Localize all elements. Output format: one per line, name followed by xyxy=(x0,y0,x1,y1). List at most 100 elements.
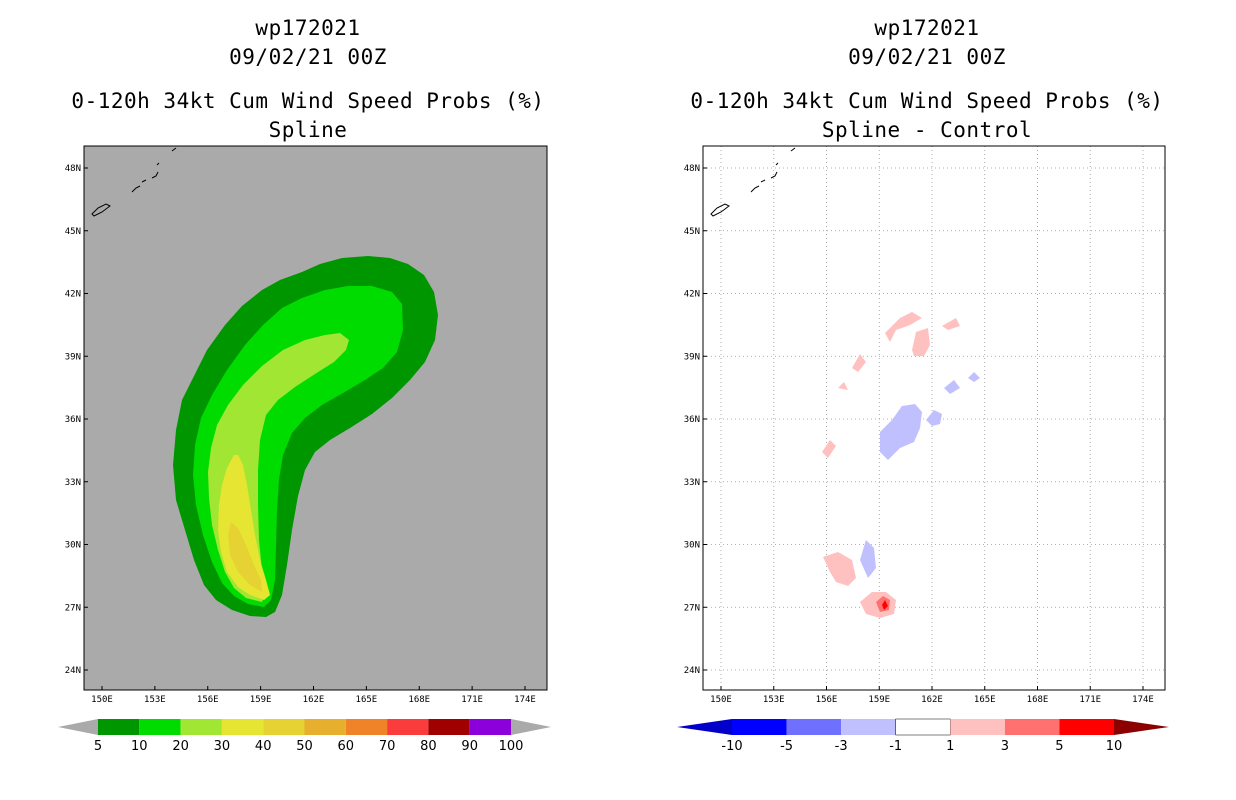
diff-positive-1-d xyxy=(852,354,866,372)
right-product: 0-120h 34kt Cum Wind Speed Probs (%) xyxy=(690,89,1164,113)
diff-negative-1-d xyxy=(968,372,980,382)
right-map-panel: 150E 153E 156E 159E 162E 165E 168E 171E 174E 24N 2… xyxy=(677,145,1169,754)
diff-positive-1-a xyxy=(885,312,922,342)
left-xtick-label-8: 174E xyxy=(514,695,536,705)
right-date: 09/02/21 00Z xyxy=(848,45,1006,69)
left-ytick-label-6: 42N xyxy=(65,290,81,300)
diff-positive-5 xyxy=(882,600,888,610)
right-colorbar-swatch-2 xyxy=(841,719,896,735)
right-colorbar-label-0: -10 xyxy=(721,739,742,754)
right-colorbar: -10 -5 -3 -1 1 3 5 10 xyxy=(677,718,1169,754)
left-xtick-label-3: 159E xyxy=(250,695,272,705)
diff-positive-1-b xyxy=(912,328,930,356)
right-ytick-label-0: 24N xyxy=(684,666,700,676)
left-chart-title: wp172021 09/02/21 00Z 0-120h 34kt Cum Wi… xyxy=(8,14,608,145)
left-map-panel: 150E 153E 156E 159E 162E 165E 168E 171E 174E 24N 2… xyxy=(58,145,551,754)
left-ytick-label-4: 36N xyxy=(65,415,81,425)
left-date: 09/02/21 00Z xyxy=(229,45,387,69)
left-xtick-label-7: 171E xyxy=(461,695,483,705)
left-colorbar-label-5: 50 xyxy=(296,739,313,754)
left-product: 0-120h 34kt Cum Wind Speed Probs (%) xyxy=(71,89,545,113)
left-colorbar-label-1: 10 xyxy=(131,739,148,754)
right-colorbar-label-5: 3 xyxy=(1001,739,1009,754)
right-subtitle: Spline - Control xyxy=(821,118,1033,142)
left-storm-id: wp172021 xyxy=(255,16,361,40)
left-plot-frame xyxy=(83,145,548,691)
right-colorbar-label-7: 10 xyxy=(1106,739,1123,754)
right-ytick-label-8: 48N xyxy=(684,164,700,174)
left-colorbar-swatch-8 xyxy=(428,719,470,735)
left-colorbar-low-arrow xyxy=(58,719,98,735)
right-colorbar-label-4: 1 xyxy=(946,739,954,754)
left-colorbar-label-2: 20 xyxy=(172,739,189,754)
right-colorbar-swatch-6 xyxy=(1059,719,1114,735)
left-colorbar-swatch-4 xyxy=(263,719,305,735)
right-xtick-label-1: 153E xyxy=(763,695,785,705)
left-ytick-label-5: 39N xyxy=(65,352,81,362)
right-colorbar-swatch-0 xyxy=(732,719,787,735)
right-xtick-label-0: 150E xyxy=(710,695,732,705)
right-ytick-label-7: 45N xyxy=(684,227,700,237)
right-ytick-label-1: 27N xyxy=(684,603,700,613)
right-chart-title: wp172021 09/02/21 00Z 0-120h 34kt Cum Wi… xyxy=(627,14,1227,145)
left-colorbar-swatch-9 xyxy=(469,719,511,735)
left-prob-contours xyxy=(173,256,438,617)
left-xtick-label-4: 162E xyxy=(303,695,325,705)
right-colorbar-swatch-4 xyxy=(950,719,1005,735)
diff-negative-1-b xyxy=(926,410,942,426)
left-colorbar-label-6: 60 xyxy=(338,739,355,754)
left-ytick-label-2: 30N xyxy=(65,541,81,551)
prob-contour-30 xyxy=(218,455,270,600)
left-colorbar-swatch-0 xyxy=(98,719,140,735)
left-ytick-label-3: 33N xyxy=(65,478,81,488)
diff-negative-1-c xyxy=(944,380,960,394)
right-colorbar-swatch-5 xyxy=(1004,719,1060,735)
right-ytick-label-6: 42N xyxy=(684,290,700,300)
left-axis-ticks: 150E 153E 156E 159E 162E 165E 168E 171E 174E 24N 2… xyxy=(65,164,536,705)
prob-contour-40 xyxy=(228,522,262,592)
right-xtick-label-4: 162E xyxy=(921,695,943,705)
left-coastlines xyxy=(91,147,177,217)
left-ytick-label-7: 45N xyxy=(65,227,81,237)
left-xtick-label-0: 150E xyxy=(91,695,113,705)
left-colorbar-swatch-6 xyxy=(345,719,388,735)
right-xtick-label-3: 159E xyxy=(868,695,890,705)
left-colorbar-swatch-5 xyxy=(304,719,346,735)
right-gridlines xyxy=(703,146,1165,690)
right-ytick-label-2: 30N xyxy=(684,541,700,551)
left-colorbar-label-4: 40 xyxy=(255,739,272,754)
left-colorbar-label-10: 100 xyxy=(499,739,524,754)
left-colorbar-label-3: 30 xyxy=(214,739,231,754)
right-colorbar-high-arrow xyxy=(1114,719,1169,735)
right-storm-id: wp172021 xyxy=(874,16,980,40)
right-ytick-label-5: 39N xyxy=(684,352,700,362)
left-xtick-label-1: 153E xyxy=(144,695,166,705)
right-xtick-label-6: 168E xyxy=(1027,695,1049,705)
diff-positive-1-c xyxy=(942,318,960,330)
left-xtick-label-6: 168E xyxy=(408,695,430,705)
right-diff-contours xyxy=(822,312,980,618)
right-colorbar-label-6: 5 xyxy=(1055,739,1063,754)
left-subtitle: Spline xyxy=(268,118,348,142)
left-colorbar-label-9: 90 xyxy=(461,739,478,754)
right-colorbar-label-1: -5 xyxy=(780,739,793,754)
left-colorbar: 5 10 20 30 40 50 60 70 80 90 100 xyxy=(58,719,551,754)
right-ytick-label-3: 33N xyxy=(684,478,700,488)
left-colorbar-label-7: 70 xyxy=(379,739,396,754)
left-xtick-label-5: 165E xyxy=(356,695,378,705)
left-colorbar-swatch-3 xyxy=(221,719,264,735)
left-colorbar-high-arrow xyxy=(511,719,551,735)
right-colorbar-swatch-3 xyxy=(895,718,951,736)
right-colorbar-label-2: -3 xyxy=(835,739,848,754)
left-colorbar-label-8: 80 xyxy=(420,739,437,754)
diff-negative-1-e xyxy=(860,540,876,578)
left-xtick-label-2: 156E xyxy=(197,695,219,705)
right-xtick-label-2: 156E xyxy=(816,695,838,705)
right-colorbar-label-3: -1 xyxy=(889,739,902,754)
left-colorbar-swatch-1 xyxy=(139,719,181,735)
left-ytick-label-1: 27N xyxy=(65,603,81,613)
left-colorbar-swatch-2 xyxy=(180,719,222,735)
right-colorbar-low-arrow xyxy=(677,719,732,735)
left-colorbar-label-0: 5 xyxy=(94,739,102,754)
